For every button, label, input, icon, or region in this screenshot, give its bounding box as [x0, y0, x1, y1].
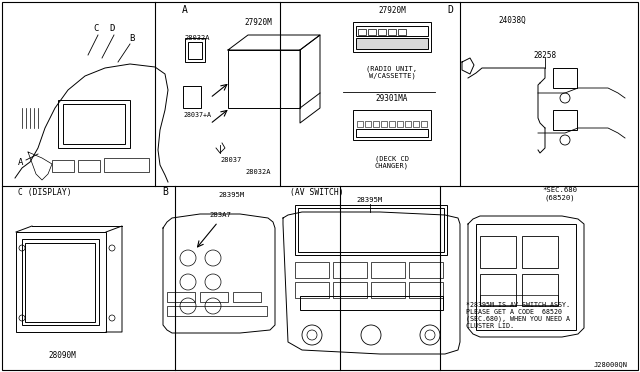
- Bar: [389, 121, 395, 127]
- Bar: [480, 236, 516, 268]
- Bar: [357, 121, 363, 127]
- Bar: [413, 121, 419, 127]
- Text: 283A7: 283A7: [209, 212, 231, 218]
- Bar: [356, 38, 428, 49]
- Bar: [397, 121, 403, 127]
- Text: J28000QN: J28000QN: [594, 361, 628, 367]
- Bar: [365, 121, 371, 127]
- Bar: [356, 26, 428, 36]
- Bar: [78, 160, 100, 172]
- Text: 28395M: 28395M: [357, 197, 383, 203]
- Bar: [58, 100, 130, 148]
- Bar: [228, 50, 300, 108]
- Bar: [300, 296, 443, 310]
- Bar: [421, 121, 427, 127]
- Bar: [16, 232, 106, 332]
- Text: A: A: [18, 157, 24, 167]
- Bar: [22, 239, 99, 325]
- Text: (AV SWITCH): (AV SWITCH): [290, 187, 344, 196]
- Text: A: A: [182, 5, 188, 15]
- Bar: [371, 282, 405, 298]
- Text: *28395M IS AV SWITCH ASSY.
PLEASE GET A CODE  68520
(SEC.680), WHEN YOU NEED A
C: *28395M IS AV SWITCH ASSY. PLEASE GET A …: [466, 302, 570, 330]
- Bar: [522, 236, 558, 268]
- Text: B: B: [162, 187, 168, 197]
- Text: 28037+A: 28037+A: [183, 112, 211, 118]
- Bar: [25, 243, 95, 322]
- Bar: [381, 121, 387, 127]
- Text: 28395M: 28395M: [219, 192, 245, 198]
- Text: 27920M: 27920M: [378, 6, 406, 15]
- Bar: [295, 205, 447, 255]
- Text: (DECK CD
CHANGER): (DECK CD CHANGER): [375, 155, 409, 169]
- Text: 24038Q: 24038Q: [498, 16, 526, 25]
- Text: C (DISPLAY): C (DISPLAY): [18, 187, 72, 196]
- Bar: [371, 262, 405, 278]
- Text: (RADIO UNIT,
W/CASSETTE): (RADIO UNIT, W/CASSETTE): [367, 65, 417, 79]
- Text: C: C: [93, 23, 99, 32]
- Bar: [52, 160, 74, 172]
- Bar: [167, 292, 195, 302]
- Text: 28258: 28258: [533, 51, 557, 60]
- Bar: [295, 282, 329, 298]
- Bar: [356, 129, 428, 137]
- Bar: [167, 306, 267, 316]
- Bar: [388, 29, 396, 35]
- Bar: [480, 295, 558, 305]
- Bar: [63, 104, 125, 144]
- Text: D: D: [447, 5, 453, 15]
- Text: 28032A: 28032A: [245, 169, 271, 175]
- Bar: [233, 292, 261, 302]
- Bar: [373, 121, 379, 127]
- Bar: [185, 38, 205, 62]
- Text: B: B: [129, 33, 134, 42]
- Bar: [405, 121, 411, 127]
- Bar: [398, 29, 406, 35]
- Bar: [104, 158, 149, 172]
- Text: 28032A: 28032A: [184, 35, 210, 41]
- Bar: [333, 282, 367, 298]
- Text: 29301MA: 29301MA: [376, 93, 408, 103]
- Bar: [333, 262, 367, 278]
- Bar: [378, 29, 386, 35]
- Bar: [480, 274, 516, 306]
- Bar: [200, 292, 228, 302]
- Bar: [522, 274, 558, 306]
- Text: 27920M: 27920M: [244, 17, 272, 26]
- Text: 28037: 28037: [220, 157, 241, 163]
- Bar: [368, 29, 376, 35]
- Bar: [409, 282, 443, 298]
- Bar: [553, 110, 577, 130]
- Text: 28090M: 28090M: [48, 350, 76, 359]
- Bar: [188, 42, 202, 59]
- Bar: [553, 68, 577, 88]
- Text: D: D: [109, 23, 115, 32]
- Bar: [353, 22, 431, 52]
- Bar: [358, 29, 366, 35]
- Bar: [409, 262, 443, 278]
- Bar: [298, 208, 444, 252]
- Bar: [476, 224, 576, 330]
- Bar: [183, 86, 201, 108]
- Bar: [295, 262, 329, 278]
- Text: *SEC.680
(68520): *SEC.680 (68520): [543, 187, 577, 201]
- Bar: [353, 110, 431, 140]
